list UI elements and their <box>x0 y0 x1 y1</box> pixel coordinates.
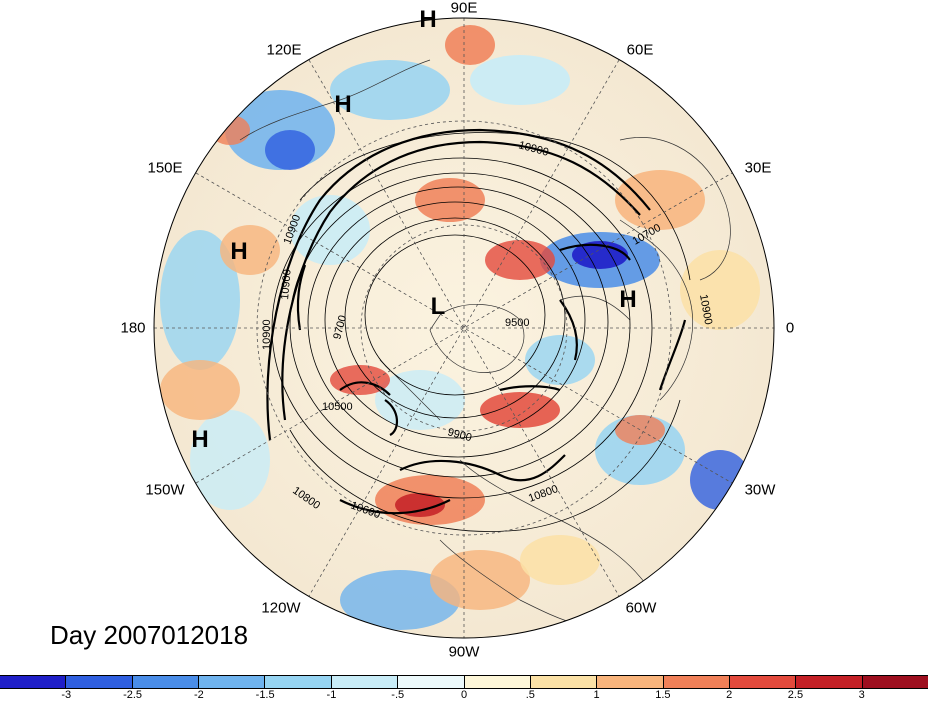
lon-label-60e: 60E <box>626 41 654 59</box>
lon-label-30e: 30E <box>744 159 772 177</box>
colorbar <box>0 675 928 689</box>
high-label-east-asia: H <box>334 91 352 118</box>
colorbar-box <box>132 676 200 688</box>
anomaly-field <box>154 18 774 638</box>
high-label-europe: H <box>619 286 637 313</box>
contour-label: 9500 <box>505 317 529 329</box>
colorbar-box <box>265 676 332 688</box>
contour-label: 10900 <box>697 293 714 325</box>
colorbar-tick-label: 0 <box>460 689 468 701</box>
colorbar-box <box>66 676 133 688</box>
colorbar-tick-label: 2 <box>726 689 733 701</box>
map-border <box>153 17 775 639</box>
day-label: Day 2007012018 <box>50 620 249 650</box>
colorbar-box <box>331 676 399 688</box>
low-label-arctic: L <box>430 293 446 320</box>
lon-label-0: 0 <box>785 319 795 337</box>
colorbar-tick-label: -2 <box>193 689 204 701</box>
colorbar-tick-label: 1 <box>593 689 600 701</box>
colorbar-tick-label: .5 <box>525 689 535 701</box>
colorbar-box <box>663 676 730 688</box>
lon-label-150e: 150E <box>147 159 183 177</box>
colorbar-tick-label: 2.5 <box>787 689 804 701</box>
contour-label: 10500 <box>322 401 353 413</box>
colorbar-tick-label: -1.5 <box>255 689 275 701</box>
lon-label-180: 180 <box>120 319 146 337</box>
colorbar-box <box>199 676 266 688</box>
jet-contours <box>266 128 687 515</box>
lon-label-150w: 150W <box>145 481 185 499</box>
colorbar-box <box>464 676 531 688</box>
colorbar-tick-label: 3 <box>858 689 865 701</box>
colorbar-box <box>729 676 797 688</box>
lon-label-90w: 90W <box>448 643 480 661</box>
colorbar-box <box>796 676 863 688</box>
contour-label: 10900 <box>279 269 294 301</box>
colorbar-box <box>530 676 598 688</box>
lon-label-90e: 90E <box>450 0 478 17</box>
lon-label-120e: 120E <box>266 41 302 59</box>
contour-label: 10900 <box>261 319 273 350</box>
lon-label-120w: 120W <box>261 599 301 617</box>
colorbar-box <box>0 676 67 688</box>
lon-label-30w: 30W <box>744 481 776 499</box>
lon-label-60w: 60W <box>625 599 657 617</box>
colorbar-tick-label: 1.5 <box>655 689 671 701</box>
high-label-top-edge: H <box>419 6 437 33</box>
colorbar-tick-label: -1 <box>326 689 337 701</box>
colorbar-tick-label: -.5 <box>391 689 405 701</box>
colorbar-box <box>597 676 664 688</box>
high-label-north-pacific: H <box>230 238 248 265</box>
high-label-east-pacific: H <box>191 426 209 453</box>
colorbar-tick-label: -2.5 <box>123 689 143 701</box>
colorbar-box <box>862 676 928 688</box>
colorbar-tick-label: -3 <box>61 689 72 701</box>
colorbar-box <box>398 676 465 688</box>
colorbar-tick-labels: -3 -2.5 -2 -1.5 -1 -.5 0 .5 1 1.5 2 2.5 3 <box>0 689 928 702</box>
graticule <box>154 18 774 638</box>
height-contours <box>271 132 691 532</box>
